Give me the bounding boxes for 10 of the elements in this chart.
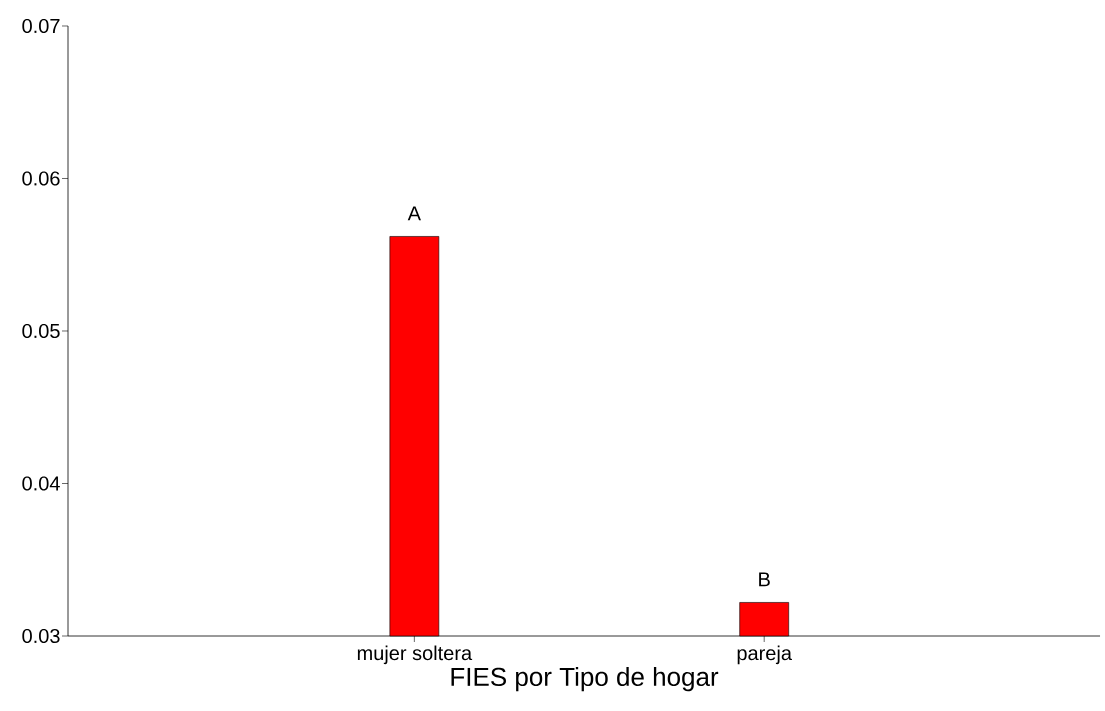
y-tick-label: 0.06 — [22, 171, 60, 186]
y-tick-label: 0.04 — [22, 476, 60, 491]
x-axis-title: FIES por Tipo de hogar — [451, 667, 719, 692]
y-tick-label: 0.05 — [22, 323, 60, 339]
x-tick-label: pareja — [737, 645, 792, 665]
y-tick-label: 0.03 — [22, 628, 60, 644]
y-tick-label: 0.07 — [22, 18, 60, 34]
annotation: A — [407, 206, 421, 221]
annotation: B — [759, 572, 770, 587]
x-tick-label: mujer soltera — [357, 645, 473, 665]
